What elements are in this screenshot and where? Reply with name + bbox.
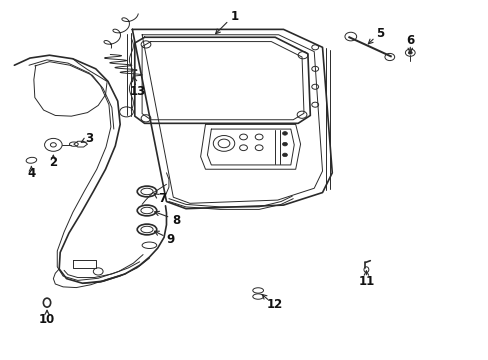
Circle shape [282, 132, 287, 135]
Text: 11: 11 [358, 275, 374, 288]
Text: 1: 1 [230, 10, 238, 23]
Text: 4: 4 [27, 167, 36, 180]
Text: 7: 7 [158, 192, 166, 205]
Text: 9: 9 [166, 233, 174, 246]
Text: 12: 12 [266, 298, 282, 311]
Text: 5: 5 [375, 27, 384, 40]
Circle shape [407, 51, 411, 54]
Text: 8: 8 [172, 214, 180, 227]
Text: 3: 3 [85, 132, 93, 145]
Text: 13: 13 [130, 85, 146, 98]
Circle shape [282, 142, 287, 146]
Text: 2: 2 [49, 156, 57, 169]
Circle shape [282, 153, 287, 157]
Text: 6: 6 [406, 34, 413, 48]
Text: 10: 10 [39, 312, 55, 326]
